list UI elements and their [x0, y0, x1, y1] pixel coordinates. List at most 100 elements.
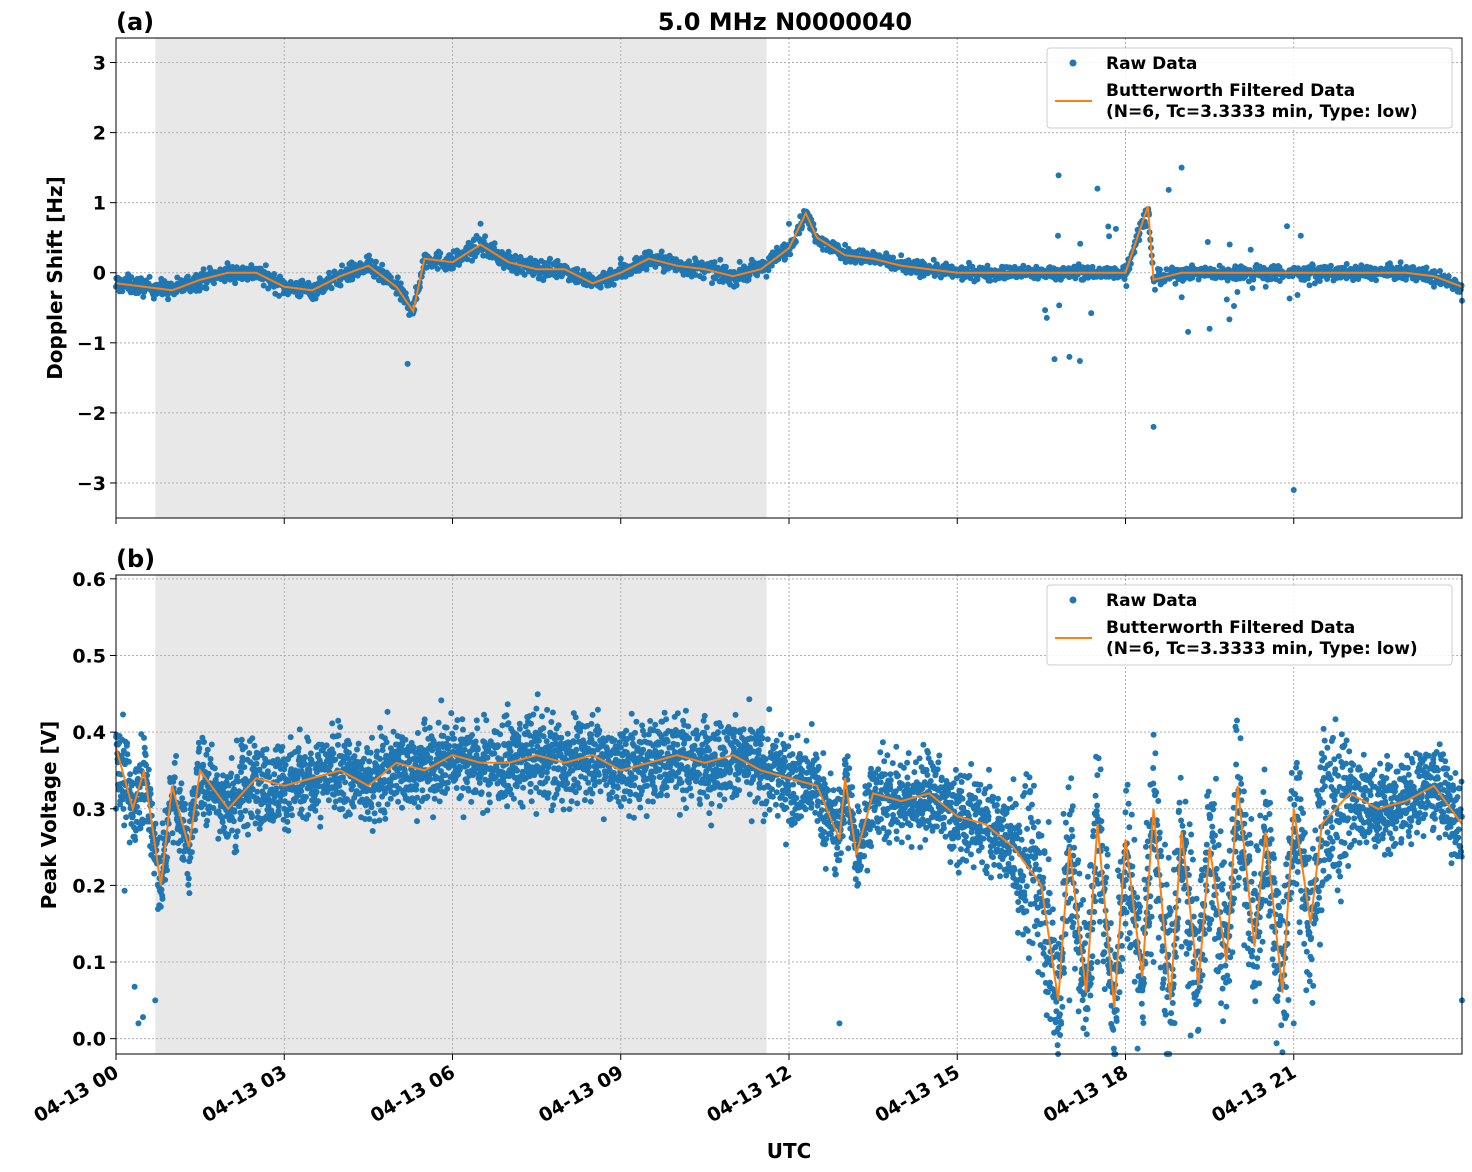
- raw-data-point: [1178, 294, 1185, 301]
- raw-data-point: [722, 263, 729, 270]
- raw-data-point: [228, 755, 235, 761]
- raw-data-point: [306, 766, 313, 773]
- raw-data-point: [559, 797, 565, 804]
- raw-data-point: [196, 745, 203, 752]
- raw-data-point: [1055, 172, 1062, 179]
- y-tick-label: −3: [77, 473, 106, 495]
- raw-data-point: [474, 725, 481, 732]
- raw-data-point: [445, 779, 451, 786]
- raw-data-point: [173, 289, 180, 296]
- raw-data-point: [337, 724, 344, 730]
- raw-data-point: [254, 808, 261, 815]
- raw-data-point: [684, 764, 691, 771]
- y-tick-label: 0: [93, 263, 106, 285]
- raw-data-point: [275, 811, 282, 818]
- raw-data-point: [435, 719, 442, 726]
- raw-data-point: [663, 716, 670, 723]
- raw-data-point: [287, 734, 294, 741]
- raw-data-point: [558, 734, 565, 741]
- raw-data-point: [628, 710, 635, 717]
- raw-data-point: [533, 811, 540, 817]
- raw-data-point: [678, 779, 685, 786]
- raw-data-point: [1234, 289, 1241, 295]
- raw-data-point: [674, 741, 681, 748]
- raw-data-point: [442, 772, 449, 779]
- raw-data-point: [436, 798, 443, 805]
- raw-data-point: [581, 797, 588, 804]
- raw-data-point: [204, 746, 211, 753]
- raw-data-point: [383, 739, 390, 746]
- raw-data-point: [361, 755, 367, 762]
- raw-data-point: [595, 771, 602, 778]
- raw-data-point: [302, 754, 308, 760]
- raw-data-point: [1112, 225, 1119, 232]
- raw-data-point: [186, 890, 193, 897]
- raw-data-point: [987, 277, 994, 284]
- raw-data-point: [622, 741, 629, 748]
- raw-data-point: [1056, 302, 1063, 309]
- raw-data-point: [125, 758, 132, 765]
- raw-data-point: [325, 797, 332, 804]
- raw-data-point: [574, 266, 581, 272]
- raw-data-point: [238, 736, 245, 743]
- raw-data-point: [561, 262, 568, 269]
- raw-data-point: [1304, 275, 1311, 282]
- raw-data-point: [330, 750, 337, 757]
- raw-data-point: [491, 240, 498, 247]
- raw-data-point: [482, 233, 489, 240]
- raw-data-point: [564, 730, 571, 737]
- raw-data-point: [446, 743, 453, 749]
- raw-data-point: [1020, 262, 1027, 269]
- raw-data-point: [372, 258, 379, 265]
- raw-data-point: [459, 716, 466, 723]
- raw-data-point: [544, 706, 551, 713]
- raw-data-point: [201, 739, 207, 745]
- raw-data-point: [169, 830, 176, 837]
- raw-data-point: [187, 854, 194, 861]
- raw-data-point: [121, 822, 128, 829]
- raw-data-point: [1231, 303, 1237, 309]
- raw-data-point: [478, 789, 485, 796]
- raw-data-point: [1043, 314, 1050, 321]
- raw-data-point: [185, 875, 192, 882]
- raw-data-point: [152, 820, 159, 827]
- raw-data-point: [141, 734, 147, 741]
- raw-data-point: [1150, 423, 1157, 430]
- raw-data-point: [1402, 276, 1409, 283]
- raw-data-point: [544, 775, 551, 782]
- raw-data-point: [461, 746, 468, 753]
- raw-data-point: [145, 766, 152, 773]
- raw-data-point: [547, 255, 553, 262]
- raw-data-point: [242, 807, 249, 814]
- raw-data-point: [195, 739, 202, 746]
- raw-data-point: [185, 881, 192, 888]
- raw-data-point: [171, 774, 178, 781]
- raw-data-point: [505, 248, 512, 255]
- raw-data-point: [629, 735, 636, 742]
- raw-data-point: [644, 782, 650, 789]
- raw-data-point: [337, 282, 344, 289]
- raw-data-point: [413, 781, 420, 788]
- raw-data-point: [301, 761, 308, 768]
- raw-data-point: [366, 758, 373, 765]
- raw-data-point: [497, 731, 504, 738]
- raw-data-point: [253, 273, 260, 280]
- raw-data-point: [700, 275, 707, 282]
- raw-data-point: [527, 780, 534, 787]
- raw-data-point: [317, 823, 324, 830]
- raw-data-point: [926, 262, 933, 269]
- raw-data-point: [560, 806, 567, 813]
- panel-a-legend-filtered-label-1: Butterworth Filtered Data: [1106, 81, 1355, 101]
- raw-data-point: [246, 750, 253, 757]
- raw-data-point: [683, 805, 689, 812]
- raw-data-point: [414, 730, 421, 736]
- raw-data-point: [346, 811, 353, 818]
- raw-data-point: [586, 763, 592, 770]
- raw-data-point: [842, 259, 849, 266]
- raw-data-point: [540, 725, 547, 732]
- raw-data-point: [483, 717, 490, 724]
- raw-data-point: [364, 809, 371, 816]
- raw-data-point: [312, 807, 319, 814]
- raw-data-point: [233, 737, 240, 744]
